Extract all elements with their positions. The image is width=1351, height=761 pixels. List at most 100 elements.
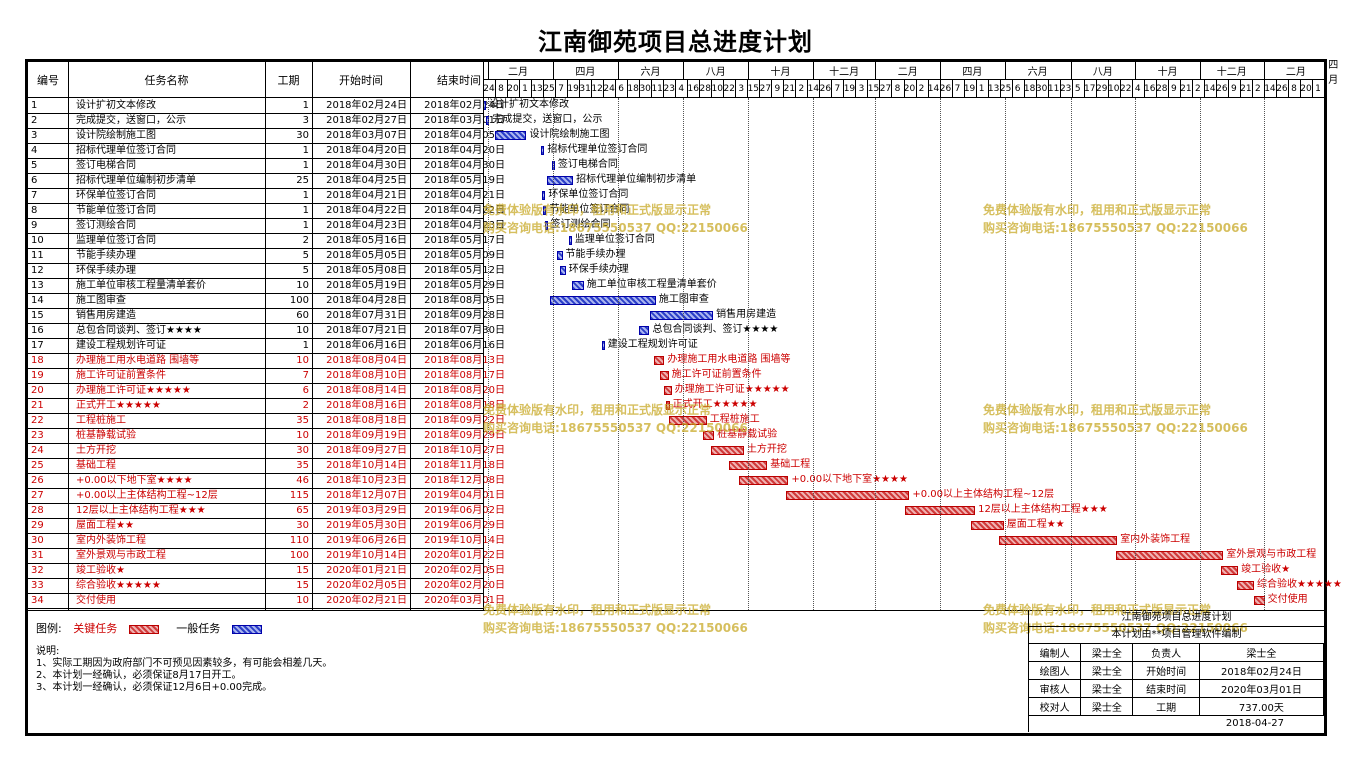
day-tick: [1203, 80, 1205, 97]
task-end: 2018年04月23日: [424, 220, 505, 231]
row-line: [28, 203, 483, 204]
day-tick-label: 3: [738, 83, 745, 94]
task-duration: 100: [289, 550, 309, 561]
day-tick-label: 19: [567, 83, 579, 94]
task-start: 2020年01月21日: [326, 565, 407, 576]
day-tick-label: 11: [1047, 83, 1060, 94]
task-start: 2018年03月07日: [326, 130, 407, 141]
day-tick-label: 10: [1108, 83, 1120, 94]
task-duration: 10: [296, 325, 309, 336]
task-bar-label: 招标代理单位编制初步清单: [576, 174, 697, 185]
task-name: 销售用房建造: [76, 310, 136, 321]
day-tick-label: 25: [543, 83, 555, 94]
task-bar-label: 办理施工许可证★★★★★: [674, 384, 790, 395]
row-line: [28, 503, 483, 504]
task-id: 18: [31, 355, 44, 366]
day-tick-label: 9: [1170, 83, 1177, 94]
task-id: 1: [31, 100, 38, 111]
title-block-row: 审核人 梁士全 结束时间 2020年03月01日: [1027, 679, 1325, 698]
month-grid-line: [488, 98, 490, 610]
task-name: 施工许可证前置条件: [76, 370, 166, 381]
task-id: 26: [31, 475, 44, 486]
task-id: 2: [31, 115, 38, 126]
day-tick: [999, 80, 1001, 97]
task-bar: [557, 251, 563, 260]
day-tick: [819, 80, 821, 97]
notes-heading: 说明:: [36, 646, 60, 657]
day-tick-label: 23: [1059, 83, 1072, 94]
row-line: [28, 383, 483, 384]
day-tick: [879, 80, 881, 97]
task-name: 竣工验收★: [76, 565, 125, 576]
day-tick-label: 1: [522, 83, 528, 94]
task-bar-label: 基础工程: [770, 459, 811, 470]
task-start: 2020年02月21日: [326, 595, 407, 606]
month-line: [488, 62, 490, 79]
task-duration: 15: [296, 565, 309, 576]
task-start: 2018年02月27日: [326, 115, 407, 126]
task-bar-label: 签订测绘合同: [550, 219, 611, 230]
day-tick-label: 3: [858, 83, 865, 94]
task-id: 14: [31, 295, 44, 306]
task-end: 2018年02月24日: [424, 100, 505, 111]
day-tick-label: 23: [663, 83, 675, 94]
col-header-id: 编号: [37, 74, 59, 87]
task-end: 2019年06月02日: [424, 505, 505, 516]
legend-critical-swatch: [128, 624, 159, 634]
row-line: [28, 548, 483, 549]
task-duration: 46: [296, 475, 309, 486]
day-tick: [615, 80, 617, 97]
day-tick-label: 13: [531, 83, 543, 94]
day-tick-label: 24: [483, 83, 495, 94]
month-grid-line: [1135, 98, 1137, 610]
day-tick-label: 8: [1291, 83, 1297, 94]
day-tick: [867, 80, 869, 97]
task-end: 2018年11月18日: [424, 460, 505, 471]
day-tick-label: 1: [978, 83, 985, 94]
task-bar-label: 施工单位审核工程量清单套价: [586, 279, 717, 290]
month-label: 二月: [897, 67, 918, 78]
task-bar: [660, 371, 669, 380]
day-tick: [627, 80, 629, 97]
task-end: 2020年01月22日: [424, 550, 505, 561]
task-duration: 1: [302, 220, 309, 231]
day-tick-label: 20: [507, 83, 519, 94]
month-line: [1070, 62, 1072, 79]
task-end: 2018年06月16日: [424, 340, 505, 351]
task-bar: [1116, 551, 1224, 560]
header-line: [28, 97, 1324, 98]
day-tick: [495, 80, 496, 97]
task-duration: 2: [302, 235, 309, 246]
task-id: 22: [31, 415, 44, 426]
month-line: [940, 62, 942, 79]
legend-general-swatch: [231, 624, 262, 634]
task-bar: [649, 311, 714, 320]
task-name: 综合验收★★★★★: [76, 580, 161, 591]
task-bar-label: 签订电梯合同: [557, 159, 618, 170]
task-name: 正式开工★★★★★: [76, 400, 161, 411]
task-end: 2018年05月09日: [424, 250, 505, 261]
task-end: 2018年08月13日: [424, 355, 505, 366]
task-id: 33: [31, 580, 44, 591]
task-name: 基础工程: [76, 460, 116, 471]
title-block-cell: 审核人: [1027, 679, 1082, 698]
day-tick: [891, 80, 893, 97]
table-bottom-line: [28, 610, 1324, 611]
task-duration: 7: [302, 370, 309, 381]
day-tick: [987, 80, 989, 97]
month-grid-line: [940, 98, 942, 610]
task-name: 设计扩初文本修改: [76, 100, 156, 111]
day-tick-label: 19: [843, 83, 856, 94]
task-duration: 60: [296, 310, 309, 321]
task-duration: 1: [302, 160, 309, 171]
day-tick-label: 22: [723, 83, 735, 94]
task-name: 办理施工许可证★★★★★: [76, 385, 191, 396]
month-label: 四月: [1328, 59, 1339, 86]
day-tick-label: 4: [1134, 83, 1141, 94]
task-bar-label: 交付使用: [1267, 594, 1308, 605]
month-label: 四月: [575, 67, 596, 78]
task-bar: [905, 506, 976, 515]
task-start: 2018年12月07日: [326, 490, 407, 501]
month-label: 十月: [770, 67, 791, 78]
task-name: 建设工程规划许可证: [76, 340, 166, 351]
